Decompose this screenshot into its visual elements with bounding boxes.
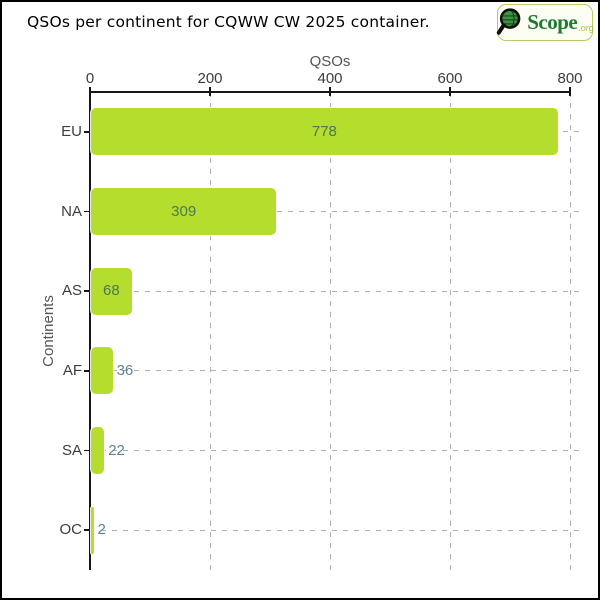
category-label-AS: AS xyxy=(61,282,82,300)
magnifier-globe-icon xyxy=(497,7,521,35)
bar-value-EU: 778 xyxy=(311,122,337,140)
category-label-EU: EU xyxy=(61,122,82,140)
bar-AS xyxy=(91,267,132,315)
bar-value-AF: 36 xyxy=(116,361,134,379)
x-tick-label-200: 200 xyxy=(197,70,223,87)
y-tick-EU xyxy=(84,131,90,133)
y-tick-OC xyxy=(84,529,90,531)
v-gridline-800 xyxy=(569,92,571,570)
v-gridline-600 xyxy=(449,92,451,570)
v-gridline-400 xyxy=(329,92,331,570)
bar-NA xyxy=(91,188,277,235)
h-gridline-AF xyxy=(90,370,579,372)
h-gridline-NA xyxy=(90,211,579,212)
h-gridline-AS xyxy=(90,290,579,292)
x-tick-label-400: 400 xyxy=(317,70,343,87)
chart-title: QSOs per continent for CQWW CW 2025 cont… xyxy=(27,13,430,31)
bar-value-OC: 2 xyxy=(97,521,106,539)
x-tick-label-600: 600 xyxy=(437,70,463,87)
v-gridline-200 xyxy=(209,92,211,570)
x-axis-title: QSOs xyxy=(309,53,351,70)
y-axis-line xyxy=(89,91,91,570)
bar-value-AS: 68 xyxy=(103,282,120,300)
logo-text: Scope xyxy=(527,10,578,34)
bar-EU xyxy=(91,108,558,156)
x-tick-label-800: 800 xyxy=(557,70,583,87)
h-gridline-OC xyxy=(90,529,579,531)
h-gridline-SA xyxy=(90,450,579,451)
x-axis-line xyxy=(89,91,571,93)
logo-suffix: .org xyxy=(578,23,594,33)
bar-value-NA: 309 xyxy=(171,202,197,220)
y-tick-AS xyxy=(84,290,90,292)
category-label-AF: AF xyxy=(62,361,82,379)
y-tick-SA xyxy=(84,449,90,452)
y-tick-NA xyxy=(84,210,90,213)
bar-SA xyxy=(91,427,105,474)
x-tick-label-0: 0 xyxy=(85,70,95,87)
category-label-NA: NA xyxy=(61,202,82,220)
bar-value-SA: 22 xyxy=(108,441,125,459)
category-label-OC: OC xyxy=(59,521,83,539)
category-label-SA: SA xyxy=(61,441,82,459)
bar-OC xyxy=(91,506,94,554)
bar-AF xyxy=(91,347,113,395)
y-tick-AF xyxy=(84,370,90,372)
qscope-logo: Scope .org xyxy=(497,4,594,41)
